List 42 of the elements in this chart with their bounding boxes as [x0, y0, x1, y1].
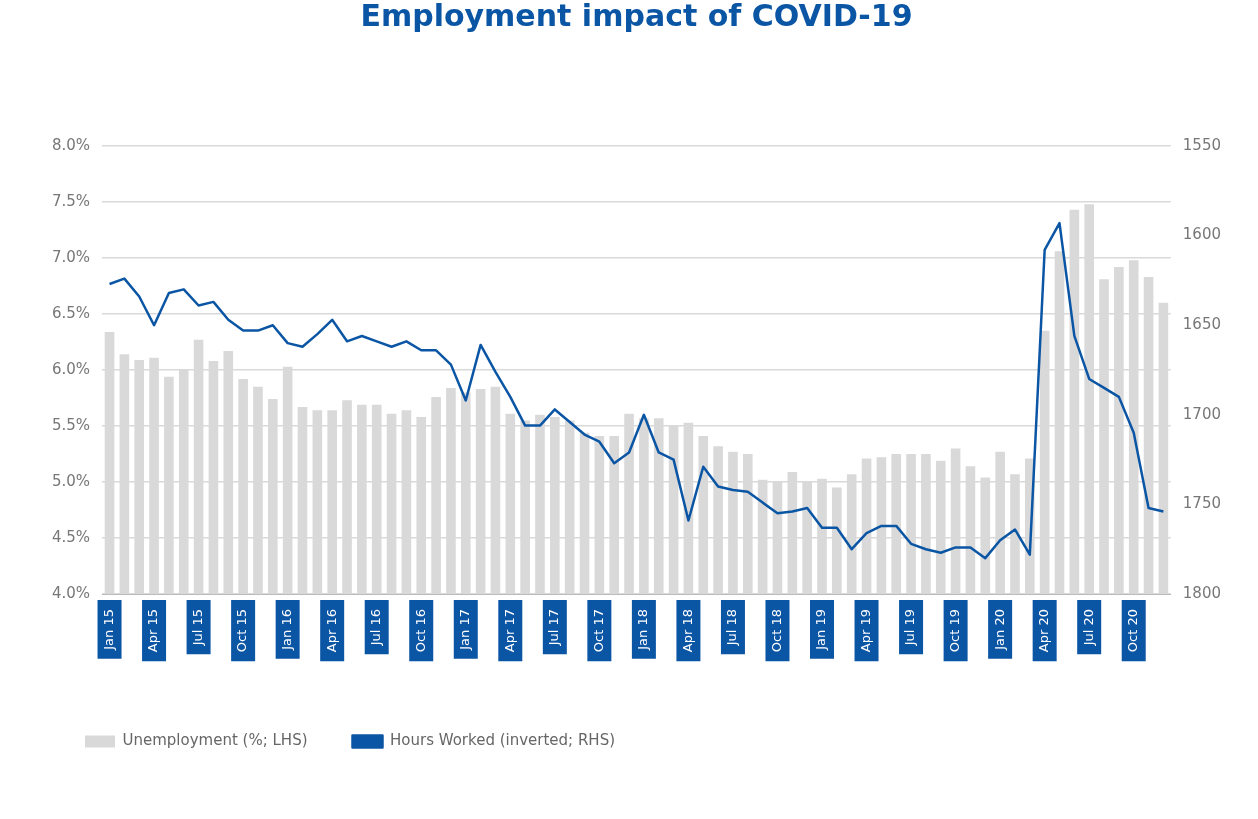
x-tick-label: Oct 18 [768, 609, 784, 653]
y-tick-label: 5.5% [52, 415, 91, 434]
x-tick-label: Jan 15 [100, 609, 116, 651]
y2-tick-label: 1700 [1182, 404, 1222, 423]
chart-title: Employment impact of COVID-19 [360, 0, 913, 33]
y-tick-label: 4.5% [52, 527, 91, 546]
y-tick-label: 8.0% [52, 135, 91, 154]
x-tick-label: Apr 16 [323, 609, 339, 653]
y2-tick-label: 1600 [1182, 225, 1222, 244]
x-tick-label: Apr 17 [501, 609, 517, 653]
y2-tick-label: 1750 [1182, 494, 1222, 513]
x-tick-label: Oct 15 [234, 609, 250, 653]
x-tick-label: Jul 18 [724, 609, 740, 647]
x-tick-label: Oct 19 [946, 609, 962, 653]
legend-label: Unemployment (%; LHS) [122, 731, 308, 750]
y2-tick-label: 1800 [1182, 583, 1222, 602]
y-tick-label: 4.0% [52, 583, 91, 602]
x-tick-label: Jul 16 [368, 609, 384, 647]
x-tick-label: Jan 16 [279, 609, 295, 651]
x-tick-label: Apr 19 [857, 609, 873, 653]
y-tick-label: 6.5% [52, 303, 91, 322]
x-tick-label: Jul 17 [546, 609, 562, 647]
x-tick-label: Oct 17 [590, 609, 606, 653]
x-tick-label: Jul 20 [1080, 609, 1096, 647]
x-tick-label: Apr 18 [679, 609, 695, 653]
y-tick-label: 5.0% [52, 471, 91, 490]
legend-label: Hours Worked (inverted; RHS) [390, 731, 616, 750]
y2-tick-label: 1650 [1182, 315, 1222, 334]
y-tick-label: 7.5% [52, 191, 91, 210]
x-tick-label: Apr 15 [145, 609, 161, 653]
x-tick-label: Jan 20 [991, 609, 1007, 651]
x-tick-label: Oct 16 [412, 609, 428, 653]
x-tick-label: Apr 20 [1036, 609, 1052, 653]
x-tick-label: Jan 19 [813, 609, 829, 651]
y2-tick-label: 1550 [1182, 135, 1222, 154]
x-tick-label: Jan 18 [635, 609, 651, 651]
x-tick-label: Jul 15 [189, 609, 205, 647]
x-tick-label: Oct 20 [1125, 609, 1141, 653]
y-tick-label: 6.0% [52, 359, 91, 378]
y-tick-label: 7.0% [52, 247, 91, 266]
x-tick-label: Jan 17 [457, 609, 473, 651]
x-tick-label: Jul 19 [902, 609, 918, 647]
